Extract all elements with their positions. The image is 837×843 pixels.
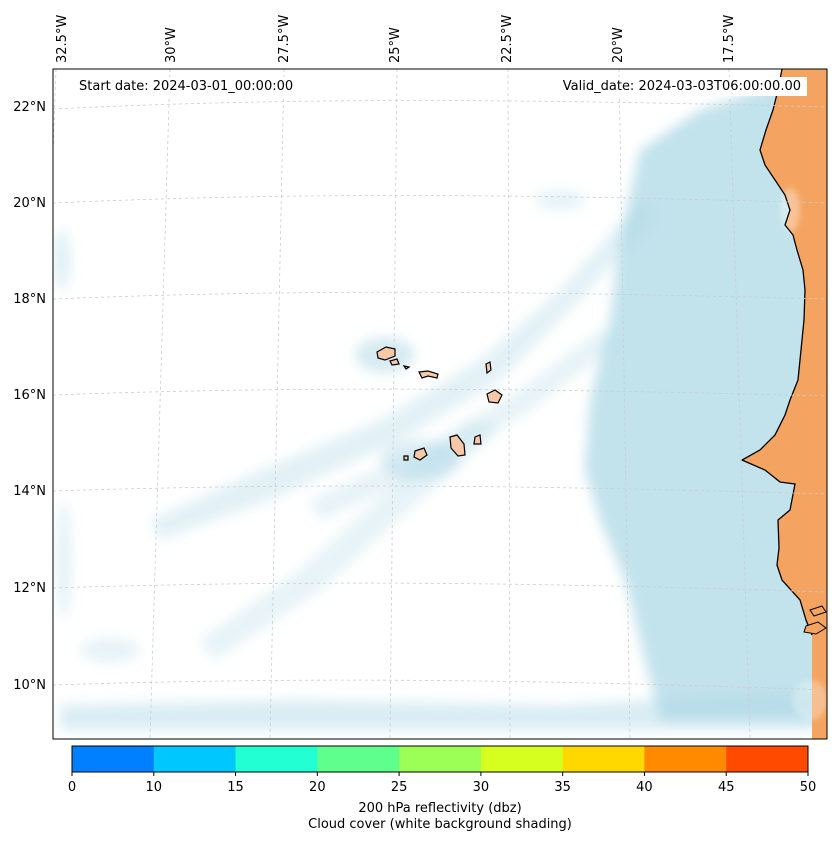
island-sao-nicolau <box>418 370 439 379</box>
colorbar-tick-label-3: 20 <box>309 780 326 795</box>
lon-label-22.5w: 22.5°W <box>500 15 515 63</box>
colorbar-tick-label-4: 25 <box>391 780 408 795</box>
map-area <box>53 69 827 739</box>
colorbar-segment-7 <box>644 746 727 772</box>
africa-land <box>742 69 827 739</box>
colorbar-frame <box>71 745 809 773</box>
island-boa-vista <box>486 389 503 404</box>
africa-coastline <box>740 69 813 636</box>
land-cloud-overlay-2 <box>792 680 827 720</box>
lat-label-10n: 10°N <box>13 678 46 693</box>
lat-label-16n: 16°N <box>13 388 46 403</box>
cloud-cover <box>54 80 827 730</box>
cape-verde-islands <box>376 346 503 461</box>
colorbar-title-line1: 200 hPa reflectivity (dbz) <box>358 801 522 816</box>
cloud-band-diagonal-2 <box>200 420 500 660</box>
lat-label-14n: 14°N <box>13 484 46 499</box>
colorbar-segment-2 <box>235 746 318 772</box>
cloud-patch-west <box>54 230 70 290</box>
colorbar <box>72 746 809 772</box>
island-brava <box>403 455 409 461</box>
lon-label-30w: 30°W <box>164 27 179 63</box>
cloud-patch-north <box>535 190 585 210</box>
lon-label-17.5w: 17.5°W <box>722 15 737 63</box>
lon-label-32.5w: 32.5°W <box>55 15 70 63</box>
lat-label-20n: 20°N <box>13 196 46 211</box>
island-fogo <box>413 447 428 461</box>
colorbar-tick-label-9: 50 <box>800 780 817 795</box>
colorbar-segment-6 <box>562 746 645 772</box>
lat-label-12n: 12°N <box>13 581 46 596</box>
valid-date-label: Valid_date: 2024-03-03T06:00:00.00 <box>556 77 807 96</box>
colorbar-tick-label-7: 40 <box>636 780 653 795</box>
island-sao-vicente <box>389 358 400 366</box>
cloud-band-diagonal-1 <box>150 200 655 540</box>
colorbar-tick-label-6: 35 <box>554 780 571 795</box>
latitude-labels: 22°N 20°N 18°N 16°N 14°N 12°N 10°N <box>13 100 46 693</box>
cloud-patch-sw <box>80 638 140 662</box>
colorbar-tick-label-5: 30 <box>473 780 490 795</box>
start-date-label: Start date: 2024-03-01_00:00:00 <box>73 77 300 96</box>
lon-label-25w: 25°W <box>388 27 403 63</box>
colorbar-segment-0 <box>72 746 155 772</box>
cloud-band-east <box>585 80 827 720</box>
map-frame <box>52 68 828 740</box>
island-santo-antao <box>376 346 396 361</box>
colorbar-segment-4 <box>399 746 482 772</box>
longitude-labels: 32.5°W 30°W 27.5°W 25°W 22.5°W 20°W 17.5… <box>55 15 737 63</box>
lon-label-20w: 20°W <box>611 27 626 63</box>
cloud-patch-west-2 <box>57 500 71 620</box>
island-sal <box>485 361 492 375</box>
coastal-islands <box>803 605 827 635</box>
colorbar-tick-label-1: 10 <box>146 780 163 795</box>
island-santa-luzia <box>402 365 411 370</box>
lat-label-18n: 18°N <box>13 292 46 307</box>
colorbar-segment-1 <box>153 746 237 772</box>
colorbar-tick-label-8: 45 <box>718 780 735 795</box>
colorbar-ticks: 0 10 15 20 25 30 35 40 45 50 <box>68 772 816 795</box>
cloud-band-diagonal-3 <box>310 330 615 520</box>
lon-label-27.5w: 27.5°W <box>277 15 292 63</box>
colorbar-title-line2: Cloud cover (white background shading) <box>308 817 572 832</box>
graticule <box>53 69 827 739</box>
colorbar-segment-8 <box>726 746 809 772</box>
lat-label-22n: 22°N <box>13 100 46 115</box>
colorbar-tick-label-0: 0 <box>68 780 76 795</box>
colorbar-segment-5 <box>480 746 564 772</box>
colorbar-title: 200 hPa reflectivity (dbz) Cloud cover (… <box>72 801 808 833</box>
cloud-band-south <box>60 690 820 730</box>
colorbar-tick-label-2: 15 <box>227 780 244 795</box>
island-santiago <box>449 434 466 457</box>
island-maio <box>473 434 482 445</box>
colorbar-segment-3 <box>317 746 400 772</box>
